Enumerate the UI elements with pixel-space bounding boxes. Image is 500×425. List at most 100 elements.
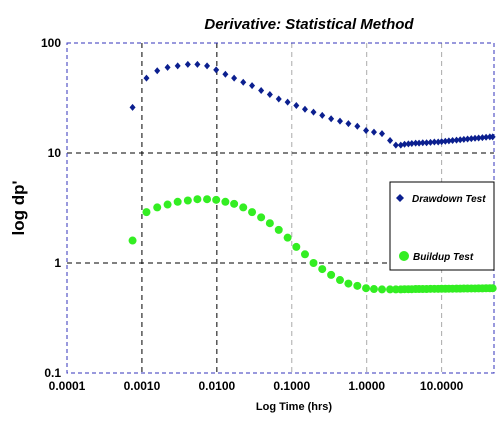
data-point — [248, 208, 257, 217]
data-point — [488, 284, 497, 293]
x-axis-label: Log Time (hrs) — [256, 401, 333, 413]
x-tick-label: 10.0000 — [420, 379, 464, 393]
data-point — [292, 242, 301, 251]
y-tick-label: 10 — [48, 146, 62, 160]
data-point — [327, 270, 336, 279]
data-point — [239, 203, 248, 212]
data-point — [163, 200, 172, 209]
data-point — [222, 70, 229, 78]
data-point — [416, 139, 423, 147]
data-point — [442, 137, 449, 145]
data-point — [335, 276, 344, 285]
data-point — [475, 134, 482, 142]
data-point — [377, 285, 386, 294]
data-point — [412, 139, 419, 147]
data-point — [221, 197, 230, 206]
data-point — [309, 259, 318, 267]
data-point — [174, 62, 181, 70]
data-point — [445, 137, 452, 145]
data-point — [397, 141, 404, 149]
data-point — [284, 98, 291, 106]
y-axis-label: log dp' — [9, 180, 28, 235]
data-point — [164, 63, 171, 71]
legend-label-drawdown: Drawdown Test — [412, 194, 486, 205]
data-point — [378, 130, 385, 138]
data-point — [472, 134, 479, 142]
data-point — [479, 134, 486, 142]
data-point — [283, 233, 292, 242]
data-point — [183, 196, 192, 205]
data-point — [370, 128, 377, 136]
x-tick-label: 0.0100 — [199, 379, 236, 393]
x-tick-label: 1.0000 — [348, 379, 385, 393]
data-point — [212, 195, 221, 204]
data-point — [405, 140, 412, 148]
data-point — [153, 203, 162, 212]
data-point — [204, 62, 211, 70]
data-point — [423, 139, 430, 147]
data-point — [193, 195, 202, 204]
data-point — [258, 86, 265, 94]
data-point — [154, 67, 161, 75]
legend-marker-drawdown — [396, 194, 404, 202]
data-point — [274, 225, 283, 234]
data-point — [386, 285, 395, 294]
data-point — [483, 133, 490, 141]
chart-title: Derivative: Statistical Method — [204, 16, 414, 33]
legend-marker-buildup — [399, 251, 409, 261]
data-point — [142, 208, 151, 217]
data-point — [401, 140, 408, 148]
legend-label-buildup: Buildup Test — [413, 252, 474, 263]
data-point — [345, 120, 352, 128]
data-point — [328, 115, 335, 123]
y-tick-label: 100 — [41, 36, 61, 50]
data-point — [336, 117, 343, 125]
data-point — [387, 136, 394, 144]
data-point — [293, 102, 300, 110]
data-point — [310, 108, 317, 116]
x-tick-label: 0.1000 — [273, 379, 310, 393]
data-point — [266, 91, 273, 99]
series-buildup-test — [128, 195, 497, 294]
data-point — [353, 281, 362, 290]
data-point — [438, 138, 445, 146]
data-point — [419, 139, 426, 147]
data-point — [468, 135, 475, 143]
data-point — [453, 136, 460, 144]
data-points — [128, 60, 497, 294]
data-point — [231, 74, 238, 82]
data-point — [128, 236, 137, 245]
data-point — [369, 285, 378, 294]
data-point — [143, 74, 150, 82]
y-tick-label: 1 — [54, 256, 61, 270]
data-point — [230, 199, 239, 208]
x-tick-label: 0.0010 — [124, 379, 161, 393]
data-point — [408, 140, 415, 148]
data-point — [362, 284, 371, 293]
data-point — [301, 105, 308, 113]
data-point — [173, 197, 182, 206]
data-point — [460, 135, 467, 143]
data-point — [203, 195, 212, 204]
data-point — [489, 133, 496, 141]
data-point — [184, 60, 191, 68]
data-point — [344, 279, 353, 288]
data-point — [257, 213, 266, 222]
data-point — [427, 138, 434, 146]
data-point — [464, 135, 471, 143]
data-point — [129, 103, 136, 111]
data-point — [363, 127, 370, 135]
data-point — [265, 219, 274, 228]
data-point — [392, 141, 399, 149]
data-point — [431, 138, 438, 146]
x-tick-label: 0.0001 — [49, 379, 86, 393]
data-point — [354, 122, 361, 130]
data-point — [457, 136, 464, 144]
legend: Drawdown Test Buildup Test — [389, 181, 495, 271]
data-point — [318, 265, 327, 274]
tick-labels: 0.0001 0.0010 0.0100 0.1000 1.0000 10.0000 0.1… — [41, 36, 464, 393]
data-point — [275, 95, 282, 103]
data-point — [435, 138, 442, 146]
data-point — [194, 60, 201, 68]
